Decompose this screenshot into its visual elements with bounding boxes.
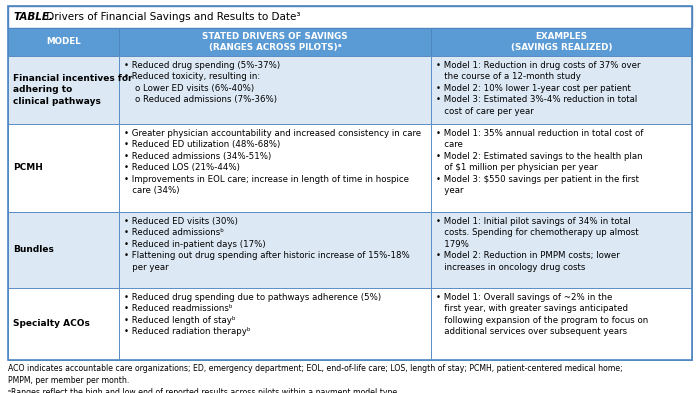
Bar xyxy=(8,124,120,212)
Text: • Reduced drug spending (5%-37%)
• Reduced toxicity, resulting in:
    o Lower E: • Reduced drug spending (5%-37%) • Reduc… xyxy=(125,61,281,105)
Bar xyxy=(430,28,692,56)
Bar xyxy=(430,124,692,212)
Text: Financial incentives for
adhering to
clinical pathways: Financial incentives for adhering to cli… xyxy=(13,74,132,106)
Text: • Model 1: Overall savings of ~2% in the
   first year, with greater savings ant: • Model 1: Overall savings of ~2% in the… xyxy=(435,293,648,336)
Text: ACO indicates accountable care organizations; ED, emergency department; EOL, end: ACO indicates accountable care organizat… xyxy=(8,364,622,393)
Bar xyxy=(8,6,692,28)
Bar xyxy=(120,288,430,360)
Text: Specialty ACOs: Specialty ACOs xyxy=(13,320,90,329)
Bar xyxy=(8,28,120,56)
Text: STATED DRIVERS OF SAVINGS
(RANGES ACROSS PILOTS)ᵃ: STATED DRIVERS OF SAVINGS (RANGES ACROSS… xyxy=(202,32,348,52)
Text: PCMH: PCMH xyxy=(13,163,43,173)
Text: • Greater physician accountability and increased consistency in care
• Reduced E: • Greater physician accountability and i… xyxy=(125,129,421,195)
Text: MODEL: MODEL xyxy=(46,37,81,46)
Text: Bundles: Bundles xyxy=(13,246,54,255)
Text: • Reduced ED visits (30%)
• Reduced admissionsᵇ
• Reduced in-patient days (17%)
: • Reduced ED visits (30%) • Reduced admi… xyxy=(125,217,410,272)
Bar xyxy=(120,56,430,124)
Bar xyxy=(8,56,120,124)
Bar xyxy=(120,124,430,212)
Bar xyxy=(120,212,430,288)
Text: • Model 1: 35% annual reduction in total cost of
   care
• Model 2: Estimated sa: • Model 1: 35% annual reduction in total… xyxy=(435,129,643,195)
Bar xyxy=(8,288,120,360)
Text: Drivers of Financial Savings and Results to Date³: Drivers of Financial Savings and Results… xyxy=(43,12,300,22)
Text: • Model 1: Initial pilot savings of 34% in total
   costs. Spending for chemothe: • Model 1: Initial pilot savings of 34% … xyxy=(435,217,638,272)
Bar xyxy=(430,56,692,124)
Bar xyxy=(430,212,692,288)
Text: TABLE.: TABLE. xyxy=(13,12,53,22)
Text: • Reduced drug spending due to pathways adherence (5%)
• Reduced readmissionsᵇ
•: • Reduced drug spending due to pathways … xyxy=(125,293,382,336)
Text: EXAMPLES
(SAVINGS REALIZED): EXAMPLES (SAVINGS REALIZED) xyxy=(510,32,612,52)
Bar xyxy=(8,212,120,288)
Text: • Model 1: Reduction in drug costs of 37% over
   the course of a 12-month study: • Model 1: Reduction in drug costs of 37… xyxy=(435,61,640,116)
Bar xyxy=(430,288,692,360)
Bar xyxy=(120,28,430,56)
